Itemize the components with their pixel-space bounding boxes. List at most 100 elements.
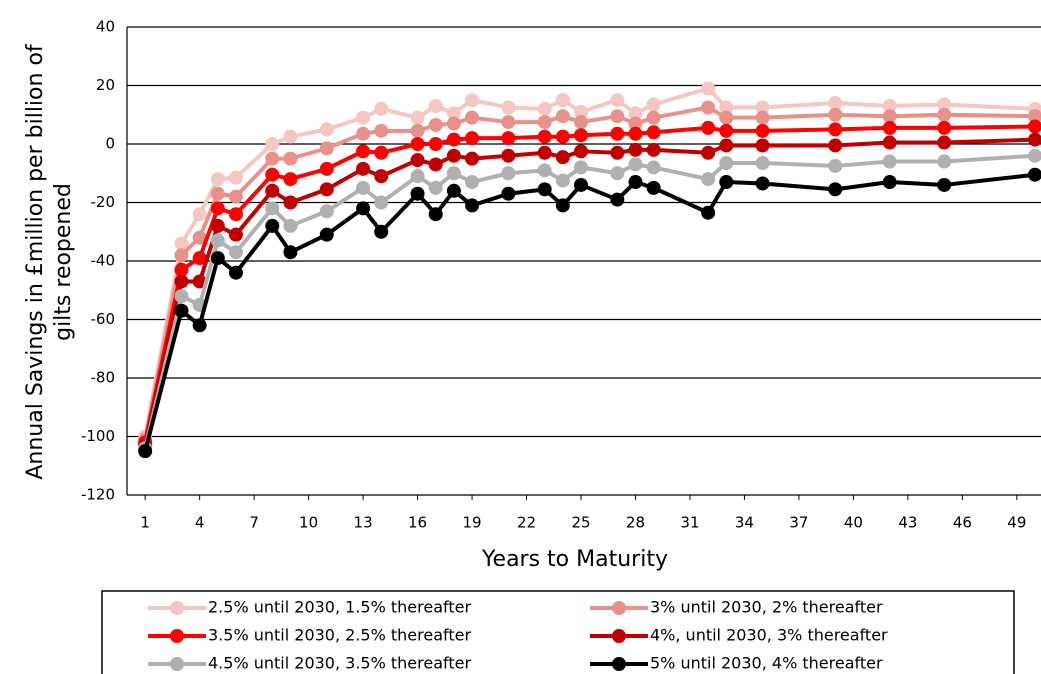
data-point bbox=[174, 236, 189, 251]
data-point bbox=[628, 142, 643, 157]
data-point bbox=[610, 192, 625, 207]
data-point bbox=[537, 129, 552, 144]
data-point bbox=[174, 274, 189, 289]
data-point bbox=[228, 189, 243, 204]
data-point bbox=[283, 151, 298, 166]
data-point bbox=[537, 163, 552, 178]
data-point bbox=[646, 125, 661, 140]
y-tick-label: -120 bbox=[81, 486, 115, 504]
data-point bbox=[374, 123, 389, 138]
data-point bbox=[574, 160, 588, 175]
data-point bbox=[828, 122, 843, 137]
x-tick-label: 49 bbox=[1007, 514, 1026, 532]
data-point bbox=[446, 166, 461, 181]
series-line bbox=[143, 124, 1036, 443]
data-point bbox=[555, 109, 570, 124]
data-point bbox=[228, 245, 243, 260]
data-point bbox=[465, 131, 480, 146]
x-tick-label: 28 bbox=[626, 514, 645, 532]
series-line bbox=[143, 105, 1036, 440]
data-point bbox=[701, 145, 716, 160]
data-point bbox=[937, 177, 952, 192]
data-point bbox=[265, 167, 280, 182]
data-point bbox=[701, 120, 716, 135]
data-point bbox=[265, 218, 280, 233]
legend-label: 5% until 2030, 4% thereafter bbox=[650, 654, 883, 673]
data-point bbox=[501, 131, 516, 146]
data-point bbox=[465, 93, 480, 108]
series-line bbox=[143, 172, 1036, 452]
data-point bbox=[828, 182, 843, 197]
data-point bbox=[937, 107, 952, 122]
data-point bbox=[937, 154, 952, 169]
data-point bbox=[755, 110, 770, 125]
data-point bbox=[701, 172, 716, 187]
data-point bbox=[937, 120, 952, 135]
data-point bbox=[410, 186, 425, 201]
data-point bbox=[701, 100, 716, 115]
data-point bbox=[192, 251, 207, 266]
data-point bbox=[1028, 148, 1041, 163]
data-point bbox=[446, 106, 461, 121]
data-point bbox=[192, 230, 207, 245]
data-point bbox=[410, 169, 425, 184]
data-point bbox=[356, 144, 371, 159]
data-point bbox=[574, 144, 588, 159]
data-point bbox=[646, 110, 661, 125]
y-tick-label: 0 bbox=[105, 135, 115, 153]
x-tick-label: 7 bbox=[249, 514, 259, 532]
data-point bbox=[755, 156, 770, 171]
data-point bbox=[628, 157, 643, 172]
data-point bbox=[610, 126, 625, 141]
x-tick-label: 22 bbox=[517, 514, 536, 532]
data-point bbox=[574, 177, 588, 192]
data-point bbox=[719, 138, 734, 153]
y-tick-label: -80 bbox=[91, 369, 116, 387]
legend-marker bbox=[170, 629, 184, 643]
data-point bbox=[319, 227, 334, 242]
data-point bbox=[174, 303, 189, 318]
data-point bbox=[574, 104, 588, 119]
x-tick-label: 16 bbox=[408, 514, 427, 532]
series-line bbox=[143, 153, 1036, 449]
data-point bbox=[446, 132, 461, 147]
data-point bbox=[555, 173, 570, 188]
x-tick-label: 13 bbox=[354, 514, 373, 532]
data-point bbox=[410, 110, 425, 125]
y-axis-title: gilts reopened bbox=[51, 183, 76, 341]
data-point bbox=[374, 169, 389, 184]
data-point bbox=[356, 180, 371, 195]
data-point bbox=[537, 182, 552, 197]
data-point bbox=[228, 207, 243, 222]
data-point bbox=[374, 224, 389, 239]
data-point bbox=[283, 129, 298, 144]
data-point bbox=[192, 207, 207, 222]
data-point bbox=[610, 166, 625, 181]
data-point bbox=[828, 96, 843, 111]
data-point bbox=[719, 156, 734, 171]
data-point bbox=[646, 160, 661, 175]
data-point bbox=[319, 122, 334, 137]
data-point bbox=[210, 251, 225, 266]
x-tick-label: 10 bbox=[299, 514, 318, 532]
data-point bbox=[446, 183, 461, 198]
data-point bbox=[937, 135, 952, 150]
data-point bbox=[192, 274, 207, 289]
data-point bbox=[374, 101, 389, 116]
x-tick-label: 31 bbox=[680, 514, 699, 532]
data-point bbox=[283, 195, 298, 210]
data-point bbox=[210, 172, 225, 187]
data-point bbox=[428, 157, 443, 172]
data-point bbox=[319, 161, 334, 176]
data-point bbox=[410, 137, 425, 151]
data-point bbox=[428, 117, 443, 132]
data-point bbox=[755, 138, 770, 153]
data-point bbox=[1028, 167, 1041, 182]
x-tick-label: 40 bbox=[844, 514, 863, 532]
series-line bbox=[143, 137, 1036, 446]
data-point bbox=[374, 195, 389, 210]
legend-marker bbox=[612, 629, 626, 643]
data-point bbox=[501, 166, 516, 181]
data-point bbox=[228, 170, 243, 185]
